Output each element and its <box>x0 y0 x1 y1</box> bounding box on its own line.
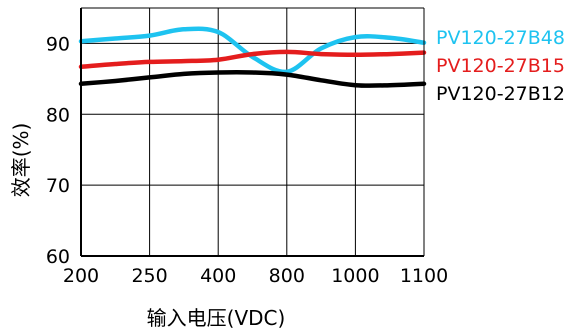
series-line-pv120-27b12 <box>78 69 427 88</box>
series-line-pv120-27b15 <box>78 49 427 70</box>
x-axis-title: 输入电压(VDC) <box>147 306 286 330</box>
legend-entry: PV120-27B15 <box>436 55 565 77</box>
series-lines <box>78 26 427 88</box>
x-tick-label: 250 <box>131 265 167 287</box>
y-tick-label: 70 <box>46 175 70 197</box>
y-axis-title: 效率(%) <box>9 123 33 198</box>
axes <box>80 7 425 257</box>
x-tick-label: 800 <box>269 265 305 287</box>
legend-entry: PV120-27B48 <box>436 27 565 49</box>
x-tick-label: 400 <box>200 265 236 287</box>
x-tick-label: 1100 <box>400 265 448 287</box>
y-tick-labels: 60 70 80 90 <box>46 33 70 268</box>
series-line-pv120-27b48 <box>78 26 427 75</box>
x-tick-labels: 200 250 400 800 1000 1100 <box>63 265 448 287</box>
y-tick-label: 60 <box>46 246 70 268</box>
y-tick-label: 80 <box>46 104 70 126</box>
y-tick-label: 90 <box>46 33 70 55</box>
x-tick-label: 1000 <box>331 265 379 287</box>
legend: PV120-27B48 PV120-27B15 PV120-27B12 <box>436 27 565 105</box>
legend-entry: PV120-27B12 <box>436 83 565 105</box>
grid <box>81 8 424 256</box>
x-tick-label: 200 <box>63 265 99 287</box>
